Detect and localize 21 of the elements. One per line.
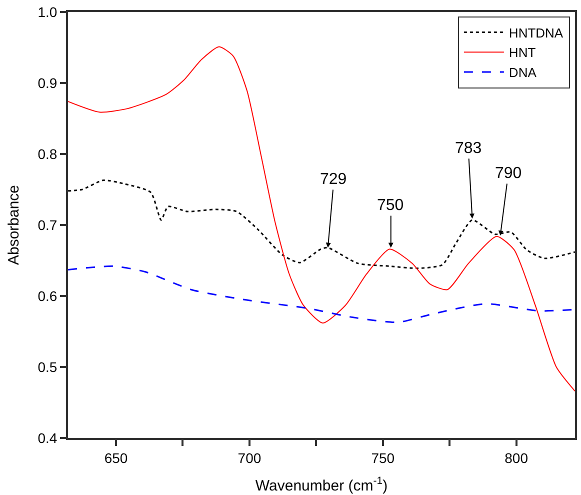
x-axis-title: Wavenumber (cm$^{-1}$) xyxy=(255,475,388,494)
y-axis-title: Absorbance xyxy=(5,184,22,266)
x-tick-label: 700 xyxy=(238,450,262,466)
legend-label: DNA xyxy=(508,65,537,80)
x-tick-label: 650 xyxy=(104,450,128,466)
y-tick-label: 0.7 xyxy=(38,216,58,233)
y-tick-label: 0.4 xyxy=(38,430,58,446)
annotation: 790 xyxy=(495,165,522,182)
y-tick-label: 0.6 xyxy=(38,288,58,304)
annotation: 783 xyxy=(455,140,482,157)
annotation: 729 xyxy=(320,171,347,188)
line-series xyxy=(68,46,575,392)
y-tick-label: 0.5 xyxy=(38,358,58,375)
x-tick-label: 800 xyxy=(504,450,528,466)
legend-label: HNTDNA xyxy=(508,25,564,40)
y-tick-label: 0.8 xyxy=(38,146,58,162)
legend-label: HNT xyxy=(508,45,536,60)
annotation: 750 xyxy=(377,197,404,214)
y-tick-label: 1.0 xyxy=(38,4,58,20)
x-tick-label: 750 xyxy=(371,450,395,466)
y-tick-label: 0.9 xyxy=(38,74,58,91)
